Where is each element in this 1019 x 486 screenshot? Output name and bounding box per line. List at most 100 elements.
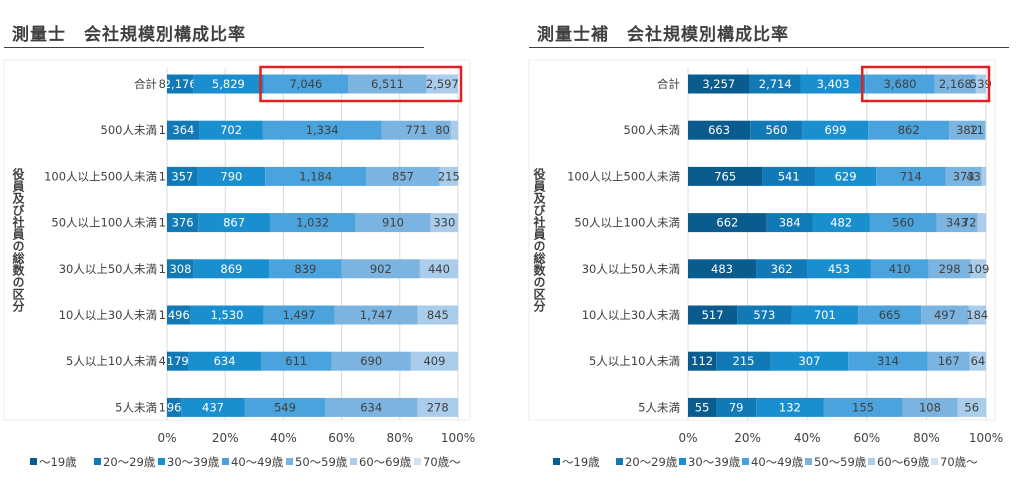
bar-segment xyxy=(688,166,763,186)
data-label: 1,747 xyxy=(360,308,393,322)
legend-swatch xyxy=(222,458,229,465)
bar-segment xyxy=(770,351,849,371)
legend-label: 50～59歳 xyxy=(295,455,348,469)
bar-segment xyxy=(263,305,335,325)
bar-segment xyxy=(188,351,262,371)
bar-segment xyxy=(766,213,813,233)
data-label: 573 xyxy=(753,308,775,322)
data-label: 11 xyxy=(969,123,984,137)
data-label: 56 xyxy=(964,400,979,414)
data-label: 357 xyxy=(171,169,193,183)
bar-segment xyxy=(688,74,750,94)
legend-swatch xyxy=(931,458,938,465)
x-tick-label: 80% xyxy=(386,431,413,445)
data-label: 1,032 xyxy=(296,216,329,230)
bar-segment xyxy=(426,74,458,94)
data-label: 611 xyxy=(285,354,307,368)
bar-segment xyxy=(737,305,792,325)
bar-segment xyxy=(756,397,824,417)
data-label: 1 xyxy=(159,262,166,276)
data-label: 629 xyxy=(835,169,857,183)
data-label: 440 xyxy=(428,262,450,276)
data-label: 6,511 xyxy=(371,77,404,91)
data-label: 541 xyxy=(778,169,800,183)
bar-segment xyxy=(167,120,200,140)
bar-segment xyxy=(870,259,929,279)
plot-area xyxy=(528,59,996,421)
bar-segment xyxy=(688,259,757,279)
data-label: 96 xyxy=(167,400,182,414)
legend-swatch xyxy=(553,458,560,465)
chart-surveyor: 0% 20% 40% 60% 80% 100% 役員及び社員の総数の区分 合計 82,176 5,… xyxy=(3,59,475,469)
bar-segment xyxy=(928,259,971,279)
bar-segment xyxy=(450,120,458,140)
legend-label: 30～39歳 xyxy=(167,455,220,469)
data-label: 373 xyxy=(953,169,975,183)
data-label: 662 xyxy=(716,216,738,230)
data-label: 539 xyxy=(970,77,992,91)
data-label: 560 xyxy=(765,123,787,137)
legend-label: ～19歳 xyxy=(39,455,77,469)
bar-segment xyxy=(167,166,198,186)
data-label: 307 xyxy=(798,354,820,368)
data-label: 215 xyxy=(733,354,755,368)
data-label: 869 xyxy=(220,262,242,276)
title-underline xyxy=(4,47,424,48)
data-label: 1 xyxy=(159,308,166,322)
bar-segment xyxy=(265,166,367,186)
bar-segment xyxy=(262,120,382,140)
category-label: 5人未満 xyxy=(638,400,680,414)
data-label: 314 xyxy=(877,354,899,368)
legend-swatch xyxy=(742,458,749,465)
legend-label: 30～39歳 xyxy=(688,455,741,469)
bar-segment xyxy=(688,213,767,233)
data-label: 1,184 xyxy=(299,169,332,183)
bar-segment xyxy=(750,120,803,140)
data-label: 1 xyxy=(159,169,166,183)
category-label: 合計 xyxy=(134,77,157,91)
data-label: 72 xyxy=(962,216,977,230)
data-label: 108 xyxy=(919,400,941,414)
data-label: 5,829 xyxy=(212,77,245,91)
data-label: 701 xyxy=(814,308,836,322)
data-label: 910 xyxy=(382,216,404,230)
category-label: 100人以上500人未満 xyxy=(44,169,157,183)
legend-swatch xyxy=(158,458,165,465)
data-label: 437 xyxy=(202,400,224,414)
data-label: 384 xyxy=(779,216,801,230)
data-label: 215 xyxy=(438,169,460,183)
data-label: 278 xyxy=(427,400,449,414)
data-label: 839 xyxy=(294,262,316,276)
bar-segment xyxy=(945,166,982,186)
bar-segment xyxy=(439,166,458,186)
legend-swatch xyxy=(679,458,686,465)
data-label: 665 xyxy=(879,308,901,322)
bar-segment xyxy=(193,259,270,279)
data-label: 634 xyxy=(360,400,382,414)
plot-area xyxy=(3,59,471,421)
y-axis-label: 役員及び社員の総数の区分 xyxy=(11,167,25,313)
bar-segment xyxy=(936,213,978,233)
bar-segment xyxy=(823,397,903,417)
legend-label: 60～69歳 xyxy=(359,455,412,469)
data-label: 184 xyxy=(966,308,988,322)
bar-segment xyxy=(800,74,866,94)
bar-segment xyxy=(688,305,738,325)
category-label: 合計 xyxy=(657,77,680,91)
x-tick-label: 20% xyxy=(734,431,761,445)
data-label: 867 xyxy=(223,216,245,230)
bar-segment xyxy=(858,305,922,325)
data-label: 330 xyxy=(433,216,455,230)
bar-segment xyxy=(977,213,986,233)
bar-segment xyxy=(167,259,194,279)
legend-label: 20～29歳 xyxy=(625,455,678,469)
category-label: 10人以上30人未満 xyxy=(59,308,157,322)
chart-panel-assistant-surveyor: 測量士補 会社規模別構成比率 0% 20% 40% 60% 80% 100% 役員及び社員の… xyxy=(525,0,1019,486)
legend-swatch xyxy=(805,458,812,465)
data-label: 483 xyxy=(711,262,733,276)
bar-segment xyxy=(927,351,970,371)
bar-segment xyxy=(167,305,191,325)
bar-segment xyxy=(167,74,194,94)
bar-segment xyxy=(181,397,245,417)
x-tick-label: 100% xyxy=(441,431,475,445)
